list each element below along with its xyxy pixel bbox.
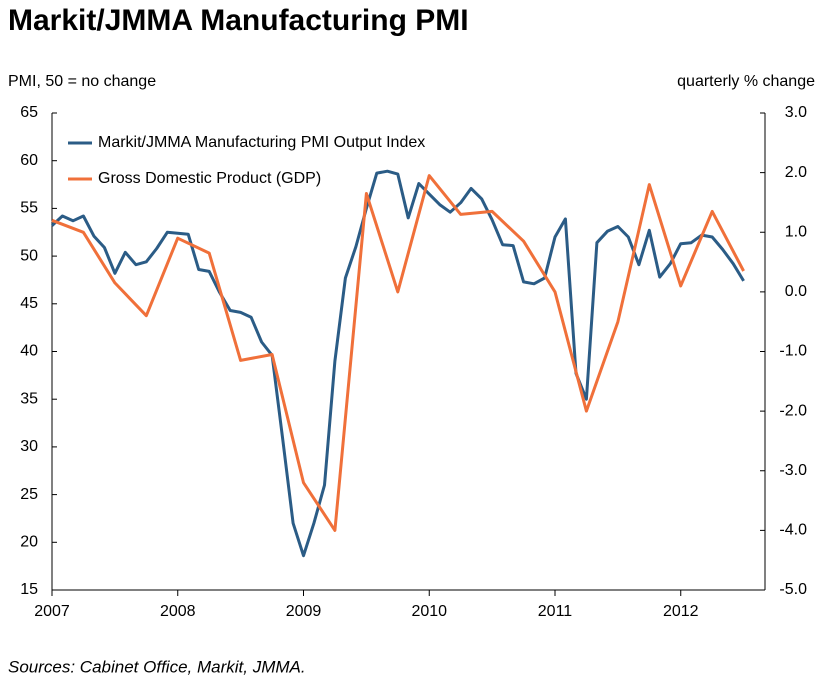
x-tick-label: 2008 [160, 603, 196, 620]
y2-axis-label: quarterly % change [677, 73, 815, 90]
y2-tick-label: -1.0 [779, 343, 807, 360]
y-tick-label: 35 [20, 390, 38, 407]
y-tick-label: 50 [20, 247, 38, 264]
legend-label: Gross Domestic Product (GDP) [98, 170, 321, 187]
y-tick-label: 65 [20, 104, 38, 121]
y2-tick-label: -4.0 [779, 522, 807, 539]
x-tick-label: 2007 [34, 603, 70, 620]
x-tick-label: 2012 [663, 603, 699, 620]
legend-label: Markit/JMMA Manufacturing PMI Output Ind… [98, 134, 425, 151]
x-tick-label: 2011 [538, 603, 573, 620]
y-tick-label: 20 [20, 534, 38, 551]
y-tick-label: 30 [20, 438, 38, 455]
y-tick-label: 25 [20, 486, 38, 503]
y-tick-label: 40 [20, 343, 38, 360]
y2-tick-label: -5.0 [779, 581, 807, 598]
source-note: Sources: Cabinet Office, Markit, JMMA. [8, 657, 306, 676]
x-tick-label: 2009 [286, 603, 322, 620]
y-axis-label: PMI, 50 = no change [8, 73, 156, 90]
x-tick-label: 2010 [411, 603, 447, 620]
data-line [51, 174, 745, 532]
y2-tick-label: 0.0 [785, 283, 807, 300]
y2-tick-label: -2.0 [779, 402, 807, 419]
y-tick-label: 55 [20, 200, 38, 217]
y-tick-label: 60 [20, 152, 38, 169]
y2-tick-label: 1.0 [785, 223, 807, 240]
data-line [50, 169, 745, 558]
y-tick-label: 45 [20, 295, 38, 312]
y2-tick-label: -3.0 [779, 462, 807, 479]
y-tick-label: 15 [20, 581, 38, 598]
y2-tick-label: 3.0 [785, 104, 807, 121]
chart-title: Markit/JMMA Manufacturing PMI [8, 4, 469, 37]
y2-tick-label: 2.0 [785, 164, 807, 181]
